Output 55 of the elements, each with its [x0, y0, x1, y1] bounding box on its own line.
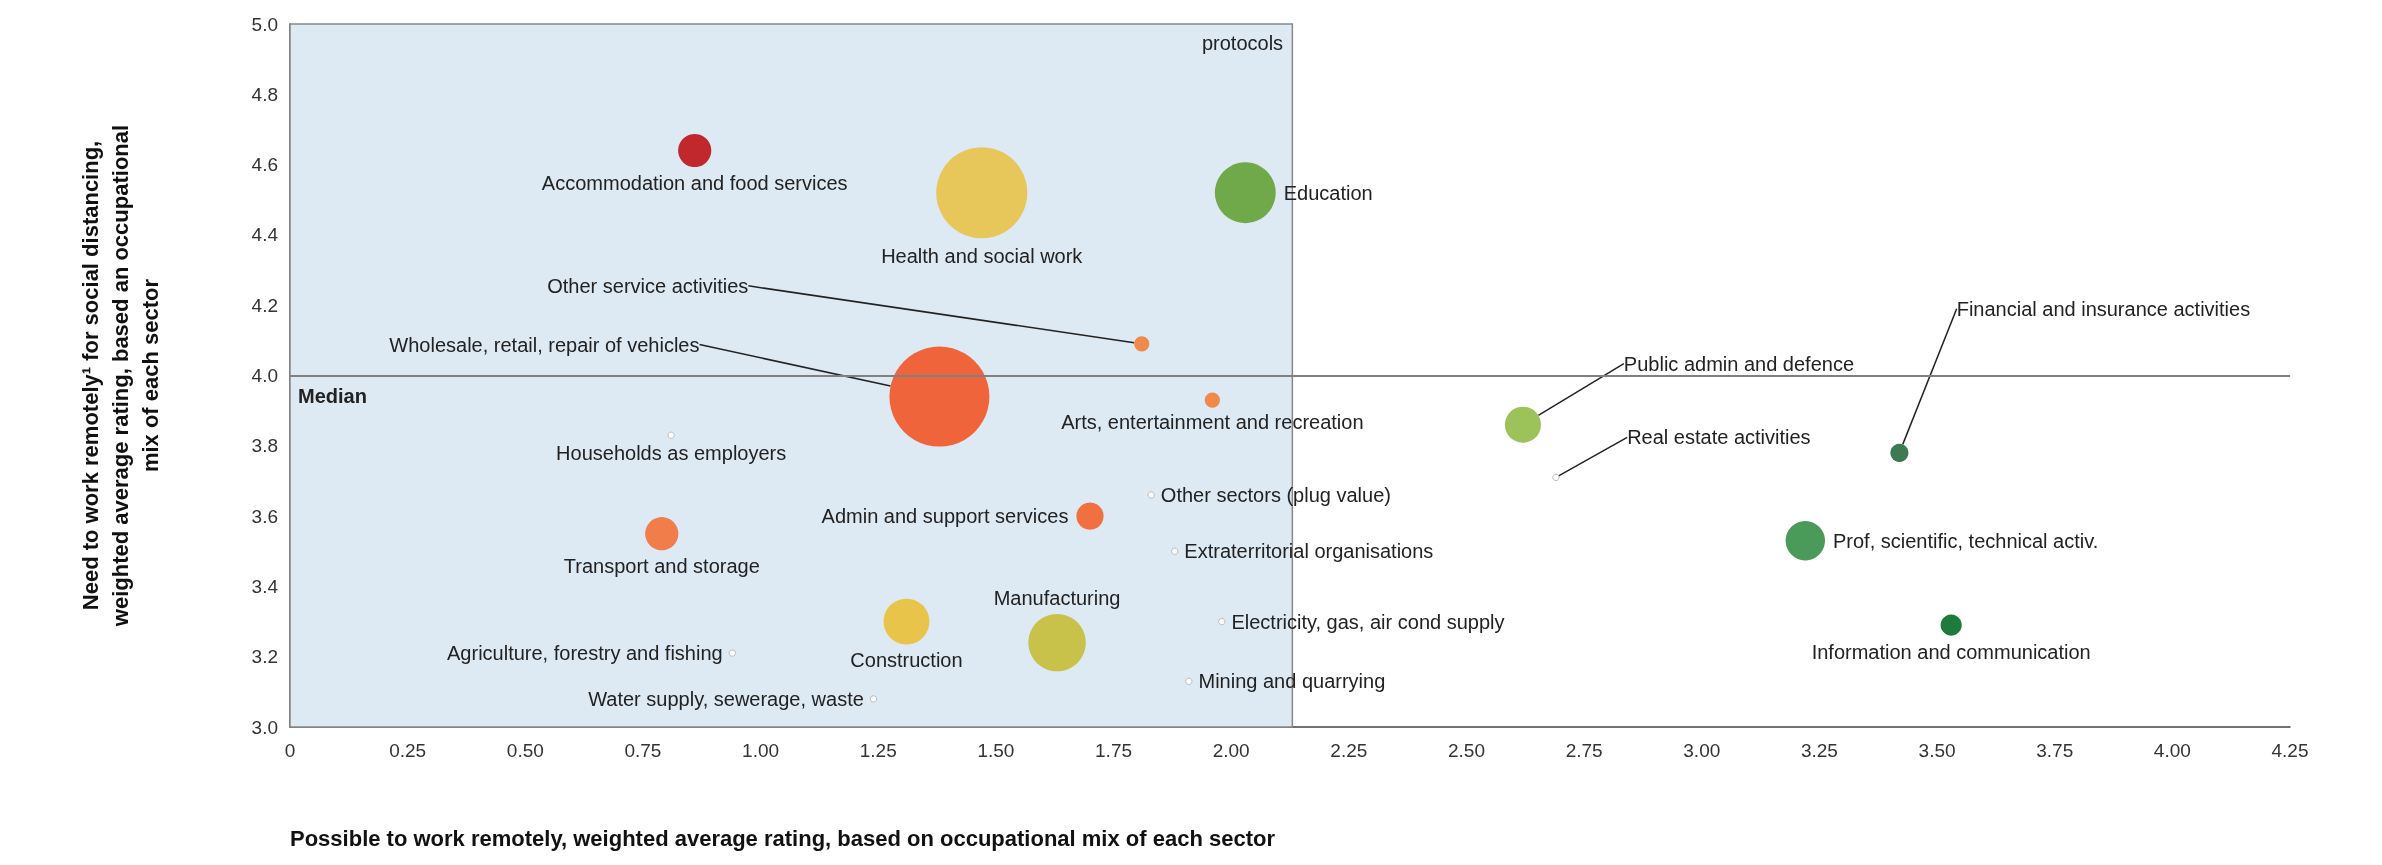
series-label: Education — [1283, 181, 1373, 204]
series-label: Agriculture, forestry and fishing — [447, 642, 723, 665]
x-tick-label: 0.25 — [389, 740, 427, 761]
text: Wholesale, retail, repair of vehicles — [389, 333, 700, 356]
text: Financial and insurance activities — [1956, 297, 2251, 320]
x-tick-label: 1.50 — [977, 740, 1015, 761]
text: Other service activities — [547, 274, 749, 297]
x-tick-label: 2.25 — [1330, 740, 1368, 761]
series-label: Mining and quarrying — [1198, 670, 1386, 693]
series-label: Manufacturing — [993, 586, 1121, 609]
series-label: Accommodation and food services — [541, 172, 848, 195]
y-tick-label: 4.4 — [251, 224, 279, 246]
series-label: Construction — [850, 649, 963, 672]
y-tick-label: 4.2 — [251, 294, 278, 316]
x-tick-label: 0.75 — [624, 740, 662, 761]
x-tick-label: 4.25 — [2271, 740, 2309, 761]
series-label: Admin and support services — [821, 505, 1069, 528]
x-tick-label: 1.25 — [859, 740, 897, 761]
series-label: Information and communication — [1811, 640, 2091, 663]
x-tick-label: 3.50 — [1918, 740, 1956, 761]
x-tick-label: 0.50 — [506, 740, 544, 761]
ref-line-label: Median — [298, 384, 367, 407]
x-tick-label: 2.50 — [1447, 740, 1485, 761]
y-tick-label: 3.4 — [251, 575, 279, 597]
y-tick-label: 3.6 — [251, 505, 278, 527]
series-label: Electricity, gas, air cond supply — [1231, 610, 1505, 633]
series-label: Arts, entertainment and recreation — [1061, 410, 1364, 433]
x-tick-label: 1.00 — [742, 740, 780, 761]
y-tick-label: 4.6 — [251, 154, 278, 176]
y-tick-label: 5.0 — [251, 13, 278, 35]
series-label: Water supply, sewerage, waste — [588, 687, 864, 710]
y-tick-label: 3.0 — [251, 716, 278, 738]
x-tick-label: 2.75 — [1565, 740, 1603, 761]
x-tick-label: 4.00 — [2153, 740, 2191, 761]
y-tick-label: 4.8 — [251, 83, 278, 105]
band-label: protocols — [1201, 32, 1284, 55]
text: Public admin and defence — [1623, 352, 1855, 375]
x-tick-label: 2.00 — [1212, 740, 1250, 761]
x-tick-label: 3.75 — [2036, 740, 2074, 761]
x-tick-label: 1.75 — [1095, 740, 1133, 761]
text: Real estate activities — [1627, 426, 1811, 449]
y-tick-label: 3.8 — [251, 435, 278, 457]
series-label: Other sectors (plug value) — [1160, 484, 1391, 507]
x-tick-label: 3.00 — [1683, 740, 1721, 761]
y-tick-label: 4.0 — [251, 365, 278, 386]
series-label: Transport and storage — [563, 555, 760, 578]
series-label: Households as employers — [556, 441, 787, 464]
series-label: Health and social work — [881, 245, 1084, 268]
series-label: Prof, scientific, technical activ. — [1832, 529, 2099, 552]
x-tick-label: 3.25 — [1800, 740, 1838, 761]
y-axis-title: Need to work remotely¹ for social distancing, weighted average rating, based an occupational mix of each sector — [77, 124, 163, 628]
y-tick-label: 3.2 — [251, 646, 278, 668]
x-axis-title: Possible to work remotely, weighted average rating, based on occupational mix of each sector — [290, 825, 1276, 851]
x-tick-label: 0 — [284, 740, 296, 761]
series-label: Extraterritorial organisations — [1184, 540, 1434, 563]
